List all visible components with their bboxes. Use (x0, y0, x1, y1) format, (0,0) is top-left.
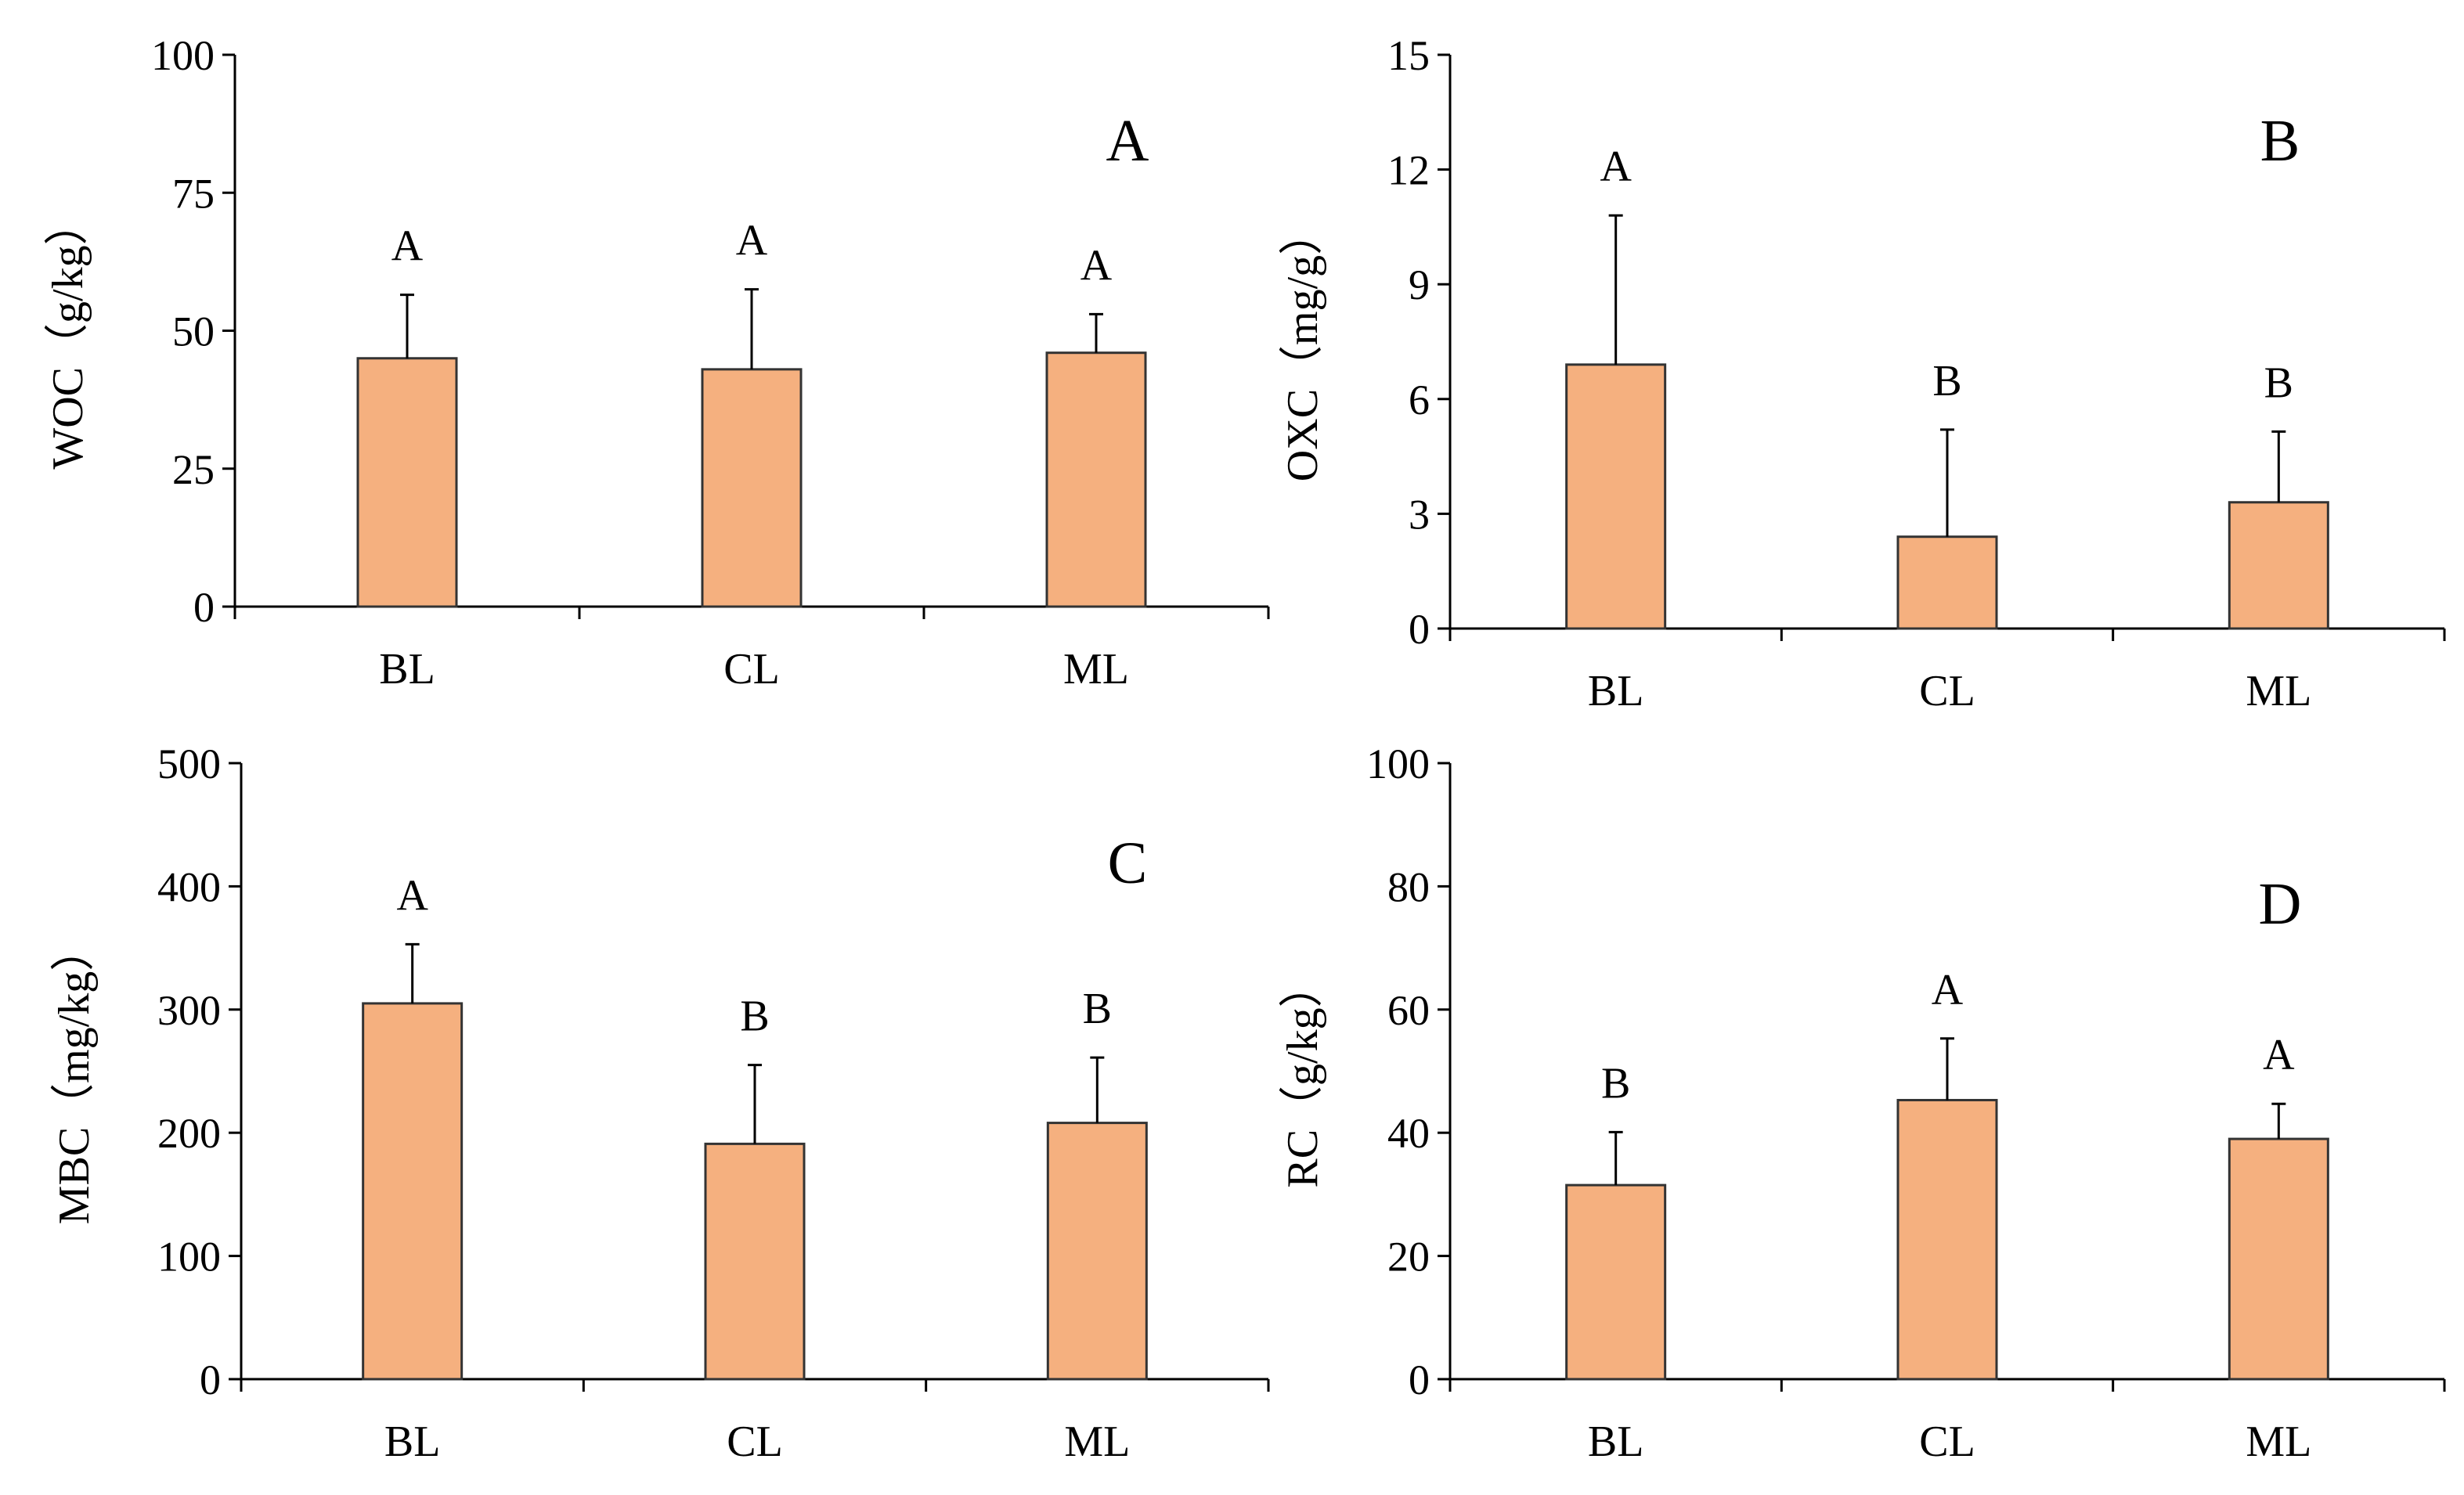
significance-label: B (1601, 1059, 1630, 1108)
significance-label: A (391, 222, 424, 271)
x-tick-label-cl: CL (1919, 667, 1975, 715)
significance-label: B (2264, 358, 2293, 407)
panel-label: B (2260, 108, 2300, 174)
bar-bl (362, 1002, 464, 1381)
significance-label: A (396, 871, 428, 920)
y-tick-label: 100 (151, 32, 215, 79)
x-tick-label-bl: BL (384, 1418, 441, 1466)
significance-label: B (1083, 985, 1112, 1033)
significance-label: A (736, 217, 768, 265)
x-tick-label-cl: CL (727, 1418, 783, 1466)
y-tick-label: 200 (157, 1110, 221, 1157)
bar-bl (1565, 363, 1667, 630)
y-tick-label: 0 (200, 1356, 221, 1403)
bar-cl (704, 1142, 806, 1381)
x-tick-label-cl: CL (1919, 1418, 1975, 1466)
significance-label: A (1600, 142, 1632, 191)
y-tick-label: 60 (1387, 987, 1430, 1034)
y-tick-label: 6 (1409, 376, 1430, 423)
x-tick-label-ml: ML (1063, 645, 1129, 693)
x-tick-label-bl: BL (379, 645, 435, 693)
y-tick-label: 75 (172, 170, 215, 217)
bar-cl (1896, 535, 1998, 630)
y-tick-label: 100 (157, 1234, 221, 1281)
y-tick-label: 50 (172, 308, 215, 355)
y-axis-label: OXC（mg/g） (1279, 211, 1327, 481)
x-tick-label-ml: ML (1064, 1418, 1130, 1466)
bar-ml (2228, 1137, 2329, 1381)
panel-a: 0 25 50 75 100 A BL A CL A ML A WOC（g/kg） (44, 32, 1270, 693)
y-tick-label: 500 (157, 740, 221, 787)
panel-c: 0 100 200 300 400 500 A BL B CL B ML C MBC（mg/kg） (50, 740, 1270, 1466)
bar-ml (1046, 1122, 1148, 1381)
y-tick-label: 80 (1387, 863, 1430, 910)
x-tick-label-bl: BL (1588, 667, 1644, 715)
bar-ml (1045, 351, 1147, 608)
bar-ml (2228, 501, 2329, 630)
x-tick-label-ml: ML (2246, 667, 2311, 715)
bar-bl (356, 357, 458, 608)
bar-cl (1896, 1098, 1998, 1381)
significance-label: A (2263, 1031, 2295, 1079)
significance-label: A (1080, 241, 1113, 290)
y-tick-label: 3 (1409, 491, 1430, 538)
y-tick-label: 0 (193, 584, 215, 631)
y-axis-label: WOC（g/kg） (44, 201, 92, 469)
y-tick-label: 40 (1387, 1110, 1430, 1157)
y-tick-label: 400 (157, 863, 221, 910)
bar-cl (701, 368, 803, 608)
y-axis-label: RC（g/kg） (1279, 964, 1327, 1187)
y-tick-label: 25 (172, 446, 215, 493)
y-tick-label: 9 (1409, 261, 1430, 308)
y-axis-label: MBC（mg/kg） (50, 928, 99, 1225)
significance-label: A (1932, 966, 1964, 1014)
significance-label: B (740, 992, 769, 1041)
y-tick-label: 0 (1409, 1356, 1430, 1403)
y-tick-label: 100 (1366, 740, 1430, 787)
y-tick-label: 20 (1387, 1234, 1430, 1281)
y-tick-label: 0 (1409, 606, 1430, 653)
y-tick-label: 300 (157, 987, 221, 1034)
panel-label: D (2259, 871, 2302, 937)
y-tick-label: 15 (1387, 32, 1430, 79)
x-tick-label-cl: CL (723, 645, 780, 693)
x-tick-label-ml: ML (2246, 1418, 2311, 1466)
significance-label: B (1932, 357, 1961, 405)
panel-b: 0 3 6 9 12 15 A BL B CL B ML B OXC（mg/g） (1279, 32, 2446, 715)
panel-d: 0 20 40 60 80 100 B BL A CL A ML D RC（g/kg） (1279, 740, 2446, 1466)
y-tick-label: 12 (1387, 147, 1430, 194)
panel-label: C (1108, 830, 1148, 896)
x-tick-label-bl: BL (1588, 1418, 1644, 1466)
panel-label: A (1106, 108, 1149, 174)
bar-bl (1565, 1183, 1667, 1381)
